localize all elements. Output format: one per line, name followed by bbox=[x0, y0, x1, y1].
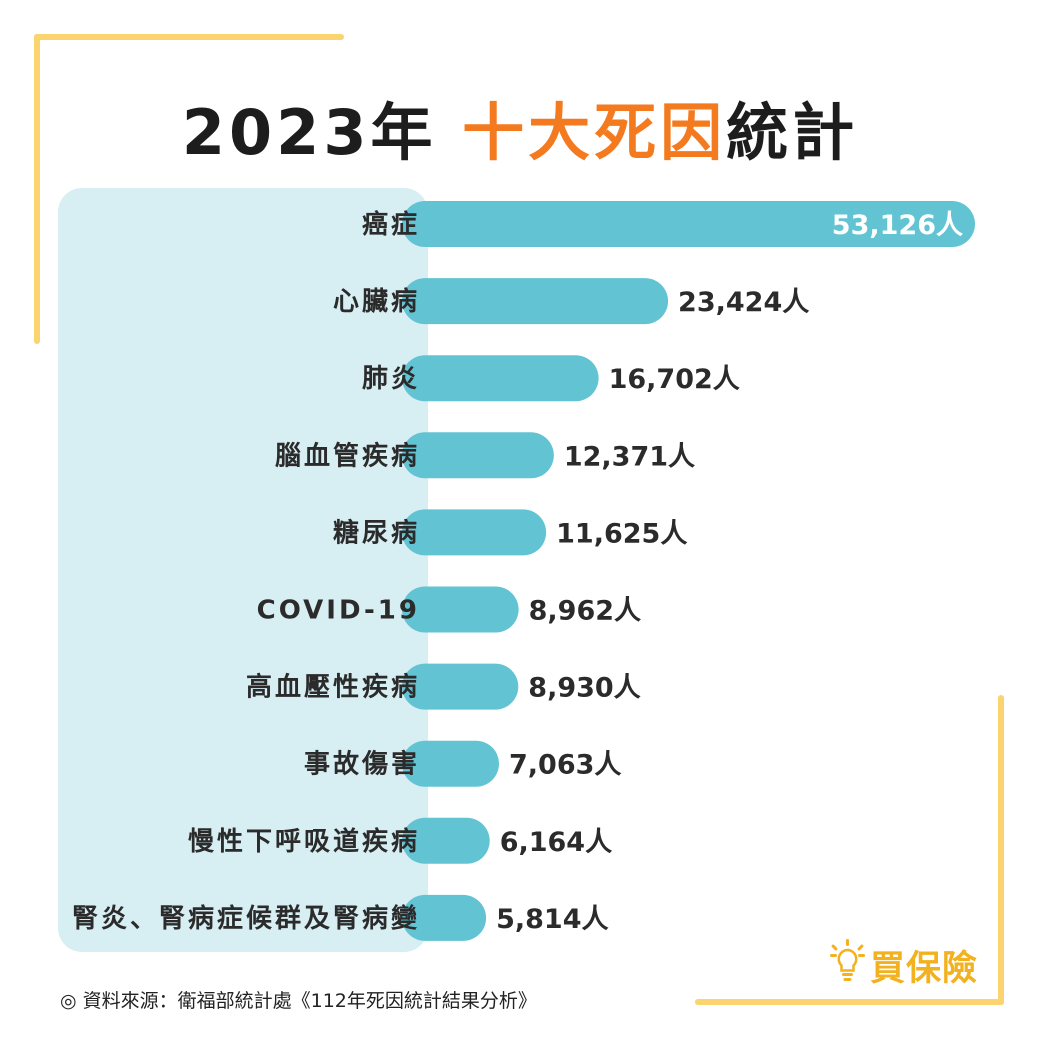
bar-0 bbox=[402, 201, 975, 247]
label-panel bbox=[58, 188, 428, 952]
value-label-8: 6,164人 bbox=[500, 827, 612, 858]
value-label-5: 8,962人 bbox=[529, 596, 641, 627]
frame-corner-bottom bbox=[695, 999, 1004, 1005]
title-prefix: 2023年 bbox=[181, 96, 437, 169]
bar-6 bbox=[402, 663, 519, 710]
frame-corner-right bbox=[998, 695, 1004, 1005]
title-highlight: 十大死因 bbox=[462, 96, 727, 169]
bar-3 bbox=[402, 432, 554, 479]
category-label-6: 高血壓性疾病 bbox=[246, 672, 420, 703]
bar-5 bbox=[402, 586, 519, 633]
page-title: 2023年 十大死因統計 bbox=[0, 82, 1040, 172]
category-label-3: 腦血管疾病 bbox=[275, 440, 420, 471]
value-label-3: 12,371人 bbox=[564, 441, 695, 472]
value-label-9: 5,814人 bbox=[496, 904, 608, 935]
source-note: ◎ 資料來源：衛福部統計處《112年死因統計結果分析》 bbox=[60, 990, 537, 1012]
bar-9 bbox=[402, 894, 487, 941]
bar-8 bbox=[402, 817, 490, 864]
brand-logo: 買保險 bbox=[826, 938, 986, 989]
value-label-4: 11,625人 bbox=[556, 518, 687, 549]
category-label-5: COVID-19 bbox=[257, 596, 420, 626]
bar-7 bbox=[402, 740, 499, 787]
value-label-2: 16,702人 bbox=[609, 364, 740, 395]
bar-4 bbox=[402, 509, 547, 556]
category-label-9: 腎炎、腎病症候群及腎病變 bbox=[72, 903, 420, 934]
category-label-2: 肺炎 bbox=[362, 364, 420, 394]
value-label-7: 7,063人 bbox=[509, 750, 621, 781]
category-label-4: 糖尿病 bbox=[333, 517, 420, 548]
logo-text: 買保險 bbox=[870, 949, 979, 989]
value-label-6: 8,930人 bbox=[528, 673, 640, 704]
frame-corner-top bbox=[34, 34, 344, 40]
bar-1 bbox=[402, 278, 669, 325]
category-label-1: 心臟病 bbox=[333, 287, 420, 317]
lightbulb-icon bbox=[830, 939, 865, 981]
title-suffix: 統計 bbox=[726, 96, 859, 169]
bar-2 bbox=[402, 355, 599, 402]
category-label-0: 癌症 bbox=[362, 209, 420, 240]
frame-corner-left bbox=[34, 34, 40, 344]
value-label-0: 53,126人 bbox=[832, 210, 963, 241]
category-label-7: 事故傷害 bbox=[304, 749, 420, 780]
category-label-8: 慢性下呼吸道疾病 bbox=[188, 826, 420, 857]
value-label-1: 23,424人 bbox=[678, 287, 809, 318]
